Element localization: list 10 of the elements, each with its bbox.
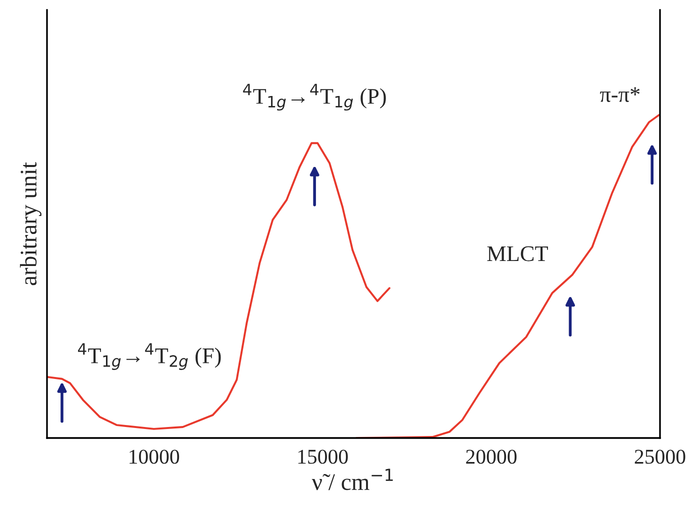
annotation: MLCT	[487, 246, 548, 262]
x-tick-label: 10000	[130, 450, 180, 464]
x-tick-label: 15000	[298, 450, 348, 464]
x-tick-label: 20000	[466, 450, 517, 464]
x-axis-title: ν̃ / cm$^{−1}$	[312, 468, 393, 490]
annotation: $^{4}$T$_{1g}$→$^{4}$T$_{2g}$ (F)	[78, 343, 221, 370]
y-axis-title: arbitrary unit	[20, 162, 42, 286]
x-tick-label: 25000	[634, 450, 686, 464]
annotation: $^{4}$T$_{1g}$→$^{4}$T$_{1g}$ (P)	[243, 84, 386, 111]
annotation: π-π*	[600, 87, 640, 102]
